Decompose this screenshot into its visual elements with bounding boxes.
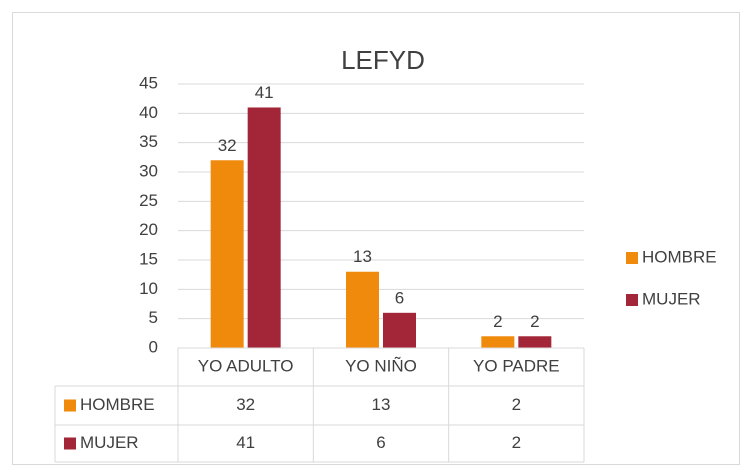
data-label: 41 xyxy=(255,83,274,102)
y-tick-label: 35 xyxy=(139,132,158,151)
data-label: 13 xyxy=(353,247,372,266)
y-tick-label: 45 xyxy=(139,73,158,92)
table-cell: 2 xyxy=(512,395,521,414)
bar xyxy=(518,336,552,348)
y-tick-label: 30 xyxy=(139,161,158,180)
data-label: 32 xyxy=(218,136,237,155)
legend-label: HOMBRE xyxy=(642,247,717,266)
table-row-label: MUJER xyxy=(80,433,139,452)
bar xyxy=(481,336,515,348)
table-cell: 32 xyxy=(236,395,255,414)
chart-border xyxy=(12,12,740,465)
y-tick-label: 5 xyxy=(149,308,158,327)
bar xyxy=(247,107,281,348)
table-cell: 6 xyxy=(376,433,385,452)
table-row-label: HOMBRE xyxy=(80,395,155,414)
bar xyxy=(346,271,379,348)
legend-key xyxy=(626,252,638,264)
legend-label: MUJER xyxy=(642,289,701,308)
table-cell: 41 xyxy=(236,433,255,452)
bar xyxy=(383,312,416,348)
x-tick-label: YO ADULTO xyxy=(198,356,294,375)
x-tick-label: YO PADRE xyxy=(473,356,560,375)
legend-key xyxy=(626,294,638,306)
x-tick-label: YO NIÑO xyxy=(345,356,417,375)
table-cell: 2 xyxy=(512,433,521,452)
table-cell: 13 xyxy=(372,395,391,414)
table-legend-key xyxy=(64,437,76,450)
y-tick-label: 10 xyxy=(139,279,158,298)
data-label: 2 xyxy=(530,312,539,331)
y-tick-label: 0 xyxy=(149,337,158,356)
chart-title: LEFYD xyxy=(341,45,425,75)
data-label: 2 xyxy=(493,312,502,331)
table-legend-key xyxy=(64,399,76,412)
y-tick-label: 15 xyxy=(139,249,158,268)
data-label: 6 xyxy=(395,288,404,307)
y-tick-label: 40 xyxy=(139,103,158,122)
bar xyxy=(210,160,244,348)
y-tick-label: 25 xyxy=(139,191,158,210)
y-tick-label: 20 xyxy=(139,220,158,239)
